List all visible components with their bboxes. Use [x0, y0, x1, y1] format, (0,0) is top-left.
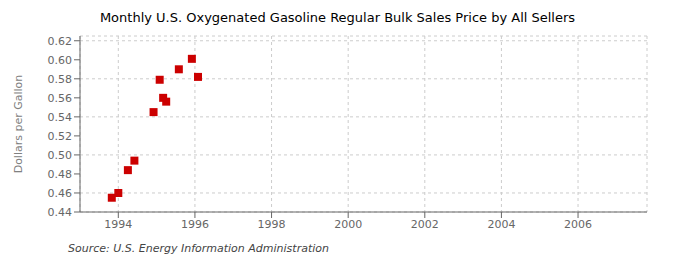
svg-text:2000: 2000: [334, 218, 362, 231]
svg-text:Dollars per Gallon: Dollars per Gallon: [12, 75, 25, 174]
svg-text:0.56: 0.56: [48, 92, 73, 105]
svg-text:1998: 1998: [258, 218, 286, 231]
svg-text:1994: 1994: [104, 218, 132, 231]
svg-text:0.54: 0.54: [48, 111, 73, 124]
svg-text:2002: 2002: [411, 218, 439, 231]
html-text:Monthly U.S. Oxygenated Gasoli: Monthly U.S. Oxygenated Gasoline Regular…: [99, 10, 576, 25]
svg-text:2006: 2006: [564, 218, 592, 231]
svg-text:2004: 2004: [487, 218, 515, 231]
svg-text:0.44: 0.44: [48, 206, 73, 219]
svg-text:0.60: 0.60: [48, 54, 73, 67]
html-text:Source: U.S. Energy Informatio: Source: U.S. Energy Information Administ…: [68, 242, 329, 255]
svg-text:1996: 1996: [181, 218, 209, 231]
svg-text:0.58: 0.58: [48, 73, 73, 86]
svg-text:0.48: 0.48: [48, 168, 73, 181]
svg-text:0.62: 0.62: [48, 35, 73, 48]
svg-text:0.50: 0.50: [48, 149, 73, 162]
svg-text:0.46: 0.46: [48, 187, 73, 200]
svg-text:0.52: 0.52: [48, 130, 73, 143]
